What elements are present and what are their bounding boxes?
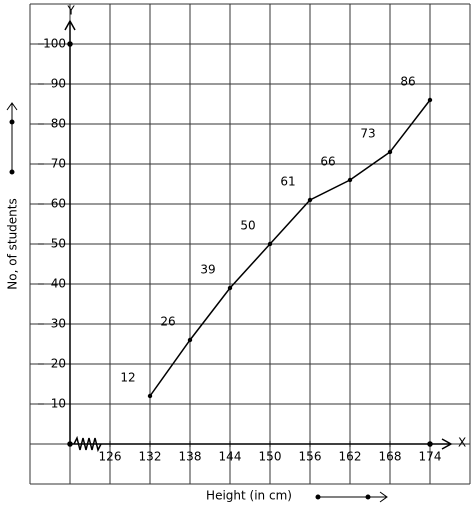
point bbox=[227, 285, 233, 291]
point bbox=[267, 241, 273, 247]
axes bbox=[64, 19, 453, 453]
x-tick-label: 156 bbox=[299, 450, 322, 464]
y-tick-label: 50 bbox=[51, 237, 66, 251]
x-tick-label: 138 bbox=[179, 450, 202, 464]
y-tick-label: 20 bbox=[51, 357, 66, 371]
y-tick-label: 40 bbox=[51, 277, 66, 291]
grid bbox=[29, 3, 471, 485]
data-label: 50 bbox=[240, 219, 255, 233]
x-axis-name: X bbox=[458, 436, 466, 450]
x-tick-label: 132 bbox=[139, 450, 162, 464]
point bbox=[427, 97, 433, 103]
data-label: 61 bbox=[280, 175, 295, 189]
point bbox=[347, 177, 353, 183]
y-tick-label: 10 bbox=[51, 397, 66, 411]
data-label: 26 bbox=[160, 315, 175, 329]
y-tick-label: 30 bbox=[51, 317, 66, 331]
x-tick-label: 150 bbox=[259, 450, 282, 464]
y-tick-label: 70 bbox=[51, 157, 66, 171]
y-tick-label: 60 bbox=[51, 197, 66, 211]
data-label: 66 bbox=[320, 155, 335, 169]
x-tick-label: 168 bbox=[379, 450, 402, 464]
y-tick-label: 90 bbox=[51, 77, 66, 91]
decor-arrows bbox=[6, 102, 388, 503]
x-tick-label: 174 bbox=[419, 450, 442, 464]
point bbox=[147, 393, 153, 399]
x-axis-label: Height (in cm) bbox=[206, 489, 292, 503]
x-tick-label: 162 bbox=[339, 450, 362, 464]
y-tick-label: 80 bbox=[51, 117, 66, 131]
x-tick-label: 126 bbox=[99, 450, 122, 464]
series-line bbox=[149, 99, 431, 397]
y-tick-label: 100 bbox=[43, 37, 66, 51]
y-axis-name: Y bbox=[66, 4, 75, 18]
point bbox=[307, 197, 313, 203]
y-axis-label: No, of students bbox=[6, 198, 20, 289]
data-label: 12 bbox=[120, 371, 135, 385]
point bbox=[387, 149, 393, 155]
point bbox=[187, 337, 193, 343]
data-label: 39 bbox=[200, 263, 215, 277]
data-label: 73 bbox=[360, 127, 375, 141]
data-label: 86 bbox=[400, 75, 415, 89]
x-tick-label: 144 bbox=[219, 450, 242, 464]
